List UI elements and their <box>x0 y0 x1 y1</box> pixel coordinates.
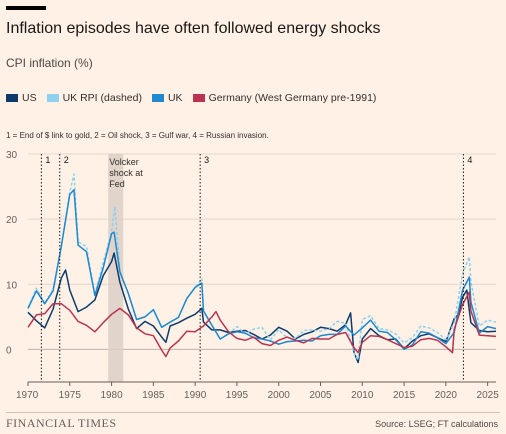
legend-swatch-uk <box>151 94 164 102</box>
x-tick-label: 1980 <box>100 390 123 401</box>
legend-label-us: US <box>22 92 37 104</box>
y-tick-label: 20 <box>6 215 18 226</box>
brand-wordmark: FINANCIAL TIMES <box>6 416 117 430</box>
legend: US UK RPI (dashed) UK Germany (West Germ… <box>6 92 376 104</box>
legend-swatch-germany <box>192 94 205 102</box>
chart-title: Inflation episodes have often followed e… <box>6 20 381 37</box>
series-line-us <box>27 252 497 364</box>
series-line-uk-rpi <box>27 173 497 361</box>
legend-item-uk: UK <box>151 92 183 104</box>
grid-layer <box>28 153 496 350</box>
x-tick-label: 2005 <box>309 390 332 401</box>
y-tick-label: 30 <box>6 150 18 161</box>
axes-layer: 0 10 20 30 1970 1975 1980 1985 1990 1995 2000 2005 2… <box>6 150 499 401</box>
x-tick-label: 2010 <box>351 390 374 401</box>
event-label: 2 <box>64 155 69 165</box>
x-tick-label: 1970 <box>16 390 39 401</box>
y-tick-label: 10 <box>6 280 18 291</box>
x-tick-label: 1975 <box>59 390 82 401</box>
event-label: 3 <box>204 155 209 165</box>
legend-label-uk: UK <box>167 92 183 104</box>
x-tick-label: 2020 <box>435 390 458 401</box>
legend-item-uk-rpi: UK RPI (dashed) <box>46 92 142 104</box>
shaded-period <box>108 154 124 382</box>
legend-item-germany: Germany (West Germany pre-1991) <box>192 92 377 104</box>
series-line-germany <box>27 291 497 358</box>
legend-item-us: US <box>6 92 37 104</box>
event-label: 1 <box>45 155 50 165</box>
legend-label-uk-rpi: UK RPI (dashed) <box>62 92 142 104</box>
brand-bar <box>6 6 46 10</box>
legend-swatch-us <box>6 94 18 102</box>
shaded-period-label: shock at <box>109 168 143 178</box>
event-label: 4 <box>467 155 472 165</box>
chart-subtitle: CPI inflation (%) <box>6 56 93 70</box>
legend-swatch-uk-rpi <box>46 94 59 102</box>
shading-layer <box>108 154 124 382</box>
source-note: Source: LSEG; FT calculations <box>375 419 498 429</box>
legend-label-germany: Germany (West Germany pre-1991) <box>208 92 377 104</box>
event-note: 1 = End of $ link to gold, 2 = Oil shock… <box>6 131 269 140</box>
shaded-period-label: Fed <box>109 179 125 189</box>
shaded-period-label: Volcker <box>109 157 139 167</box>
x-tick-label: 2025 <box>477 390 500 401</box>
y-tick-label: 0 <box>6 345 12 356</box>
x-tick-label: 2000 <box>268 390 291 401</box>
x-tick-label: 1995 <box>226 390 249 401</box>
x-tick-label: 2015 <box>393 390 416 401</box>
series-layer <box>27 173 497 364</box>
series-line-uk <box>27 189 497 351</box>
footer-rule <box>6 412 500 413</box>
x-tick-label: 1990 <box>184 390 207 401</box>
x-tick-label: 1985 <box>142 390 165 401</box>
